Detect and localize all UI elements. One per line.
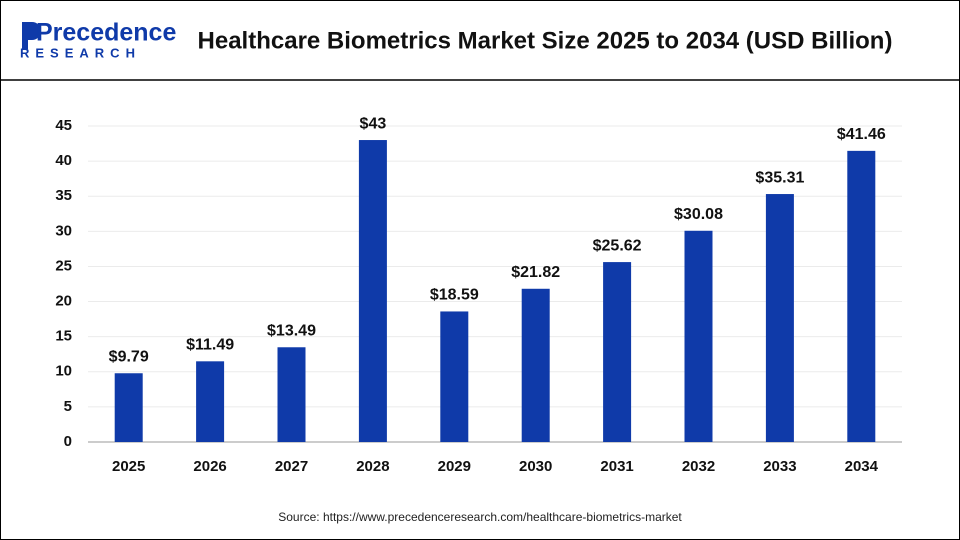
y-tick-label: 35 xyxy=(55,187,72,204)
bar xyxy=(847,150,876,442)
bar xyxy=(521,288,550,442)
bar xyxy=(684,230,713,442)
bar xyxy=(358,140,387,443)
value-label: $18.59 xyxy=(430,287,479,304)
chart-title: Healthcare Biometrics Market Size 2025 t… xyxy=(198,27,893,54)
logo-icon xyxy=(22,22,41,49)
y-tick-label: 5 xyxy=(64,398,72,415)
y-tick-label: 40 xyxy=(55,152,72,169)
bar xyxy=(196,361,225,442)
value-label: $43 xyxy=(360,115,387,132)
x-tick-label: 2026 xyxy=(193,458,226,475)
x-tick-label: 2034 xyxy=(845,458,879,475)
logo-sub: RESEARCH xyxy=(20,45,141,60)
y-tick-label: 25 xyxy=(55,257,72,274)
value-label: $41.46 xyxy=(837,126,886,143)
source: Source: https://www.precedenceresearch.c… xyxy=(278,510,682,524)
value-label: $35.31 xyxy=(755,169,804,186)
y-tick-label: 20 xyxy=(55,293,72,310)
value-label: $21.82 xyxy=(511,264,560,281)
bar xyxy=(440,311,469,442)
bar xyxy=(277,347,306,442)
y-tick-label: 15 xyxy=(55,328,72,345)
value-label: $13.49 xyxy=(267,322,316,339)
bar xyxy=(765,194,794,442)
bar xyxy=(114,373,143,442)
bar xyxy=(603,262,632,442)
x-tick-label: 2029 xyxy=(438,458,471,475)
x-tick-label: 2031 xyxy=(600,458,633,475)
value-label: $25.62 xyxy=(593,237,642,254)
y-tick-label: 0 xyxy=(64,433,72,450)
y-tick-label: 10 xyxy=(55,363,72,380)
x-tick-label: 2030 xyxy=(519,458,552,475)
x-tick-label: 2028 xyxy=(356,458,389,475)
value-label: $9.79 xyxy=(109,348,149,365)
x-tick-label: 2033 xyxy=(763,458,796,475)
y-tick-label: 30 xyxy=(55,222,72,239)
x-tick-label: 2032 xyxy=(682,458,715,475)
value-label: $11.49 xyxy=(186,337,234,354)
x-tick-label: 2027 xyxy=(275,458,308,475)
y-tick-label: 45 xyxy=(55,117,72,134)
logo-name: Precedence xyxy=(36,19,176,47)
x-tick-label: 2025 xyxy=(112,458,145,475)
value-label: $30.08 xyxy=(674,206,723,223)
